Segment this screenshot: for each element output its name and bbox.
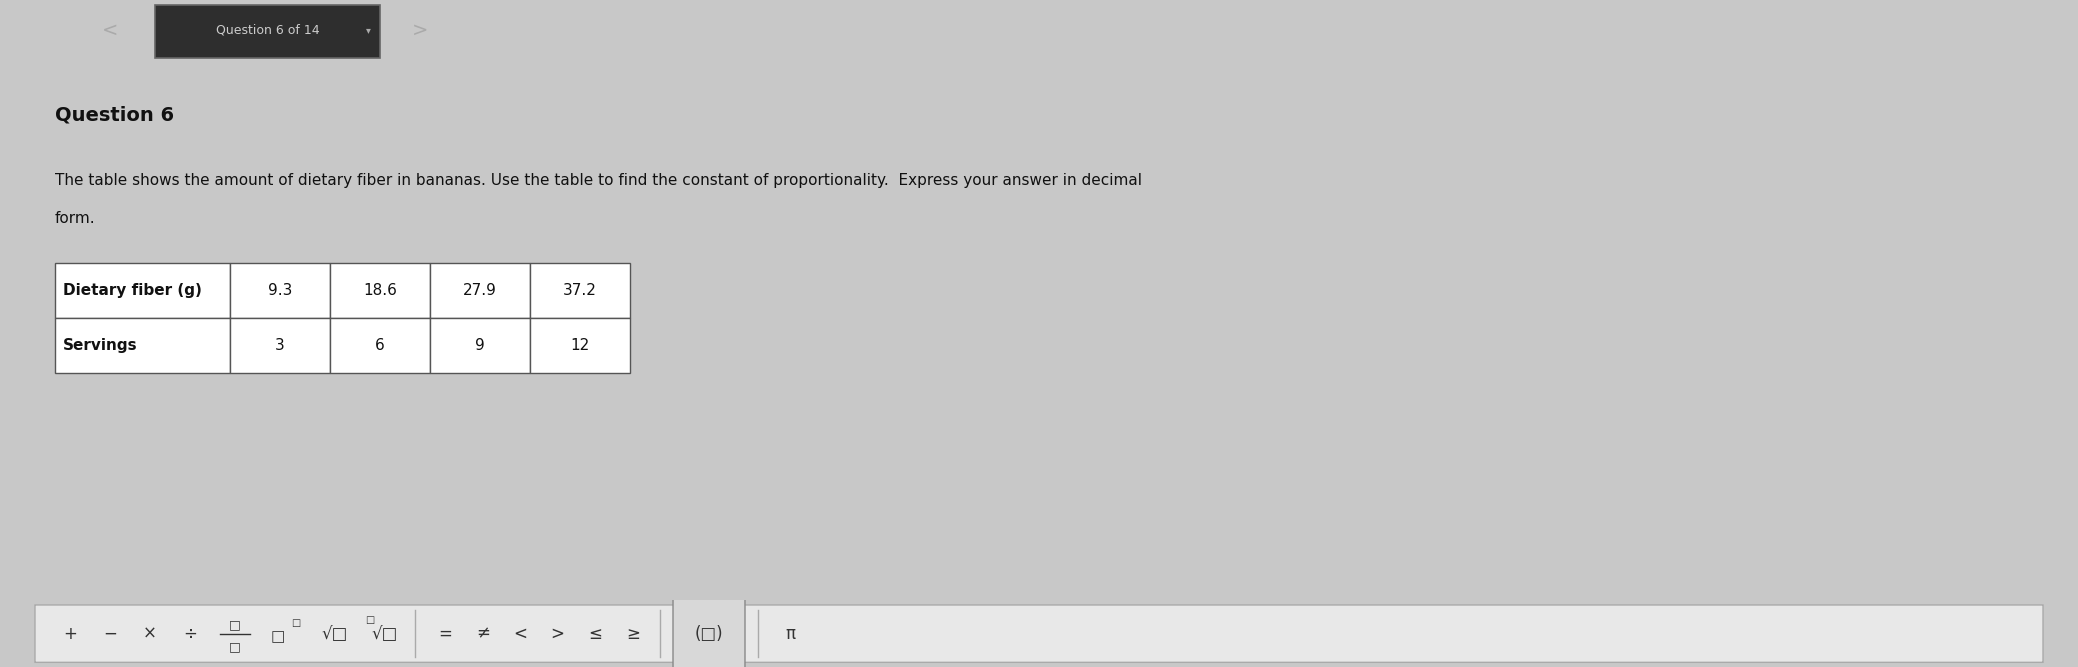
Text: ÷: ÷ <box>183 625 197 642</box>
Text: 6: 6 <box>376 338 384 354</box>
Text: form.: form. <box>54 211 96 226</box>
Text: −: − <box>104 625 116 642</box>
Text: □: □ <box>229 618 241 631</box>
Bar <box>54 263 231 318</box>
Text: √□: √□ <box>372 625 399 642</box>
Text: ×: × <box>143 625 158 642</box>
Text: Servings: Servings <box>62 338 137 354</box>
Text: 9.3: 9.3 <box>268 283 293 298</box>
Bar <box>231 263 330 318</box>
Bar <box>231 318 330 374</box>
Text: <: < <box>513 625 528 642</box>
Text: π: π <box>785 625 796 642</box>
Text: □: □ <box>291 618 301 628</box>
Text: √□: √□ <box>322 625 349 642</box>
FancyBboxPatch shape <box>673 477 746 667</box>
Bar <box>530 318 630 374</box>
Bar <box>530 263 630 318</box>
Text: □: □ <box>366 616 374 625</box>
Text: 27.9: 27.9 <box>463 283 497 298</box>
Text: The table shows the amount of dietary fiber in bananas. Use the table to find th: The table shows the amount of dietary fi… <box>54 173 1143 188</box>
Text: Question 6 of 14: Question 6 of 14 <box>216 24 320 37</box>
Text: Question 6: Question 6 <box>54 105 175 124</box>
Text: <: < <box>102 21 118 40</box>
Text: 9: 9 <box>476 338 484 354</box>
Text: Dietary fiber (g): Dietary fiber (g) <box>62 283 202 298</box>
Bar <box>156 5 380 58</box>
Bar <box>430 263 530 318</box>
Text: 18.6: 18.6 <box>364 283 397 298</box>
Text: ≥: ≥ <box>625 625 640 642</box>
Text: >: > <box>411 21 428 40</box>
Text: 3: 3 <box>274 338 285 354</box>
Text: 37.2: 37.2 <box>563 283 596 298</box>
Text: ▾: ▾ <box>366 25 370 35</box>
Text: □: □ <box>229 640 241 654</box>
Text: □: □ <box>270 629 285 644</box>
Text: >: > <box>551 625 563 642</box>
Text: +: + <box>62 625 77 642</box>
Text: (□): (□) <box>694 625 723 642</box>
FancyBboxPatch shape <box>35 605 2043 662</box>
Bar <box>330 263 430 318</box>
Bar <box>54 318 231 374</box>
Text: ≤: ≤ <box>588 625 603 642</box>
Text: =: = <box>438 625 451 642</box>
Bar <box>330 318 430 374</box>
Text: ≠: ≠ <box>476 625 490 642</box>
Text: 12: 12 <box>569 338 590 354</box>
Bar <box>430 318 530 374</box>
